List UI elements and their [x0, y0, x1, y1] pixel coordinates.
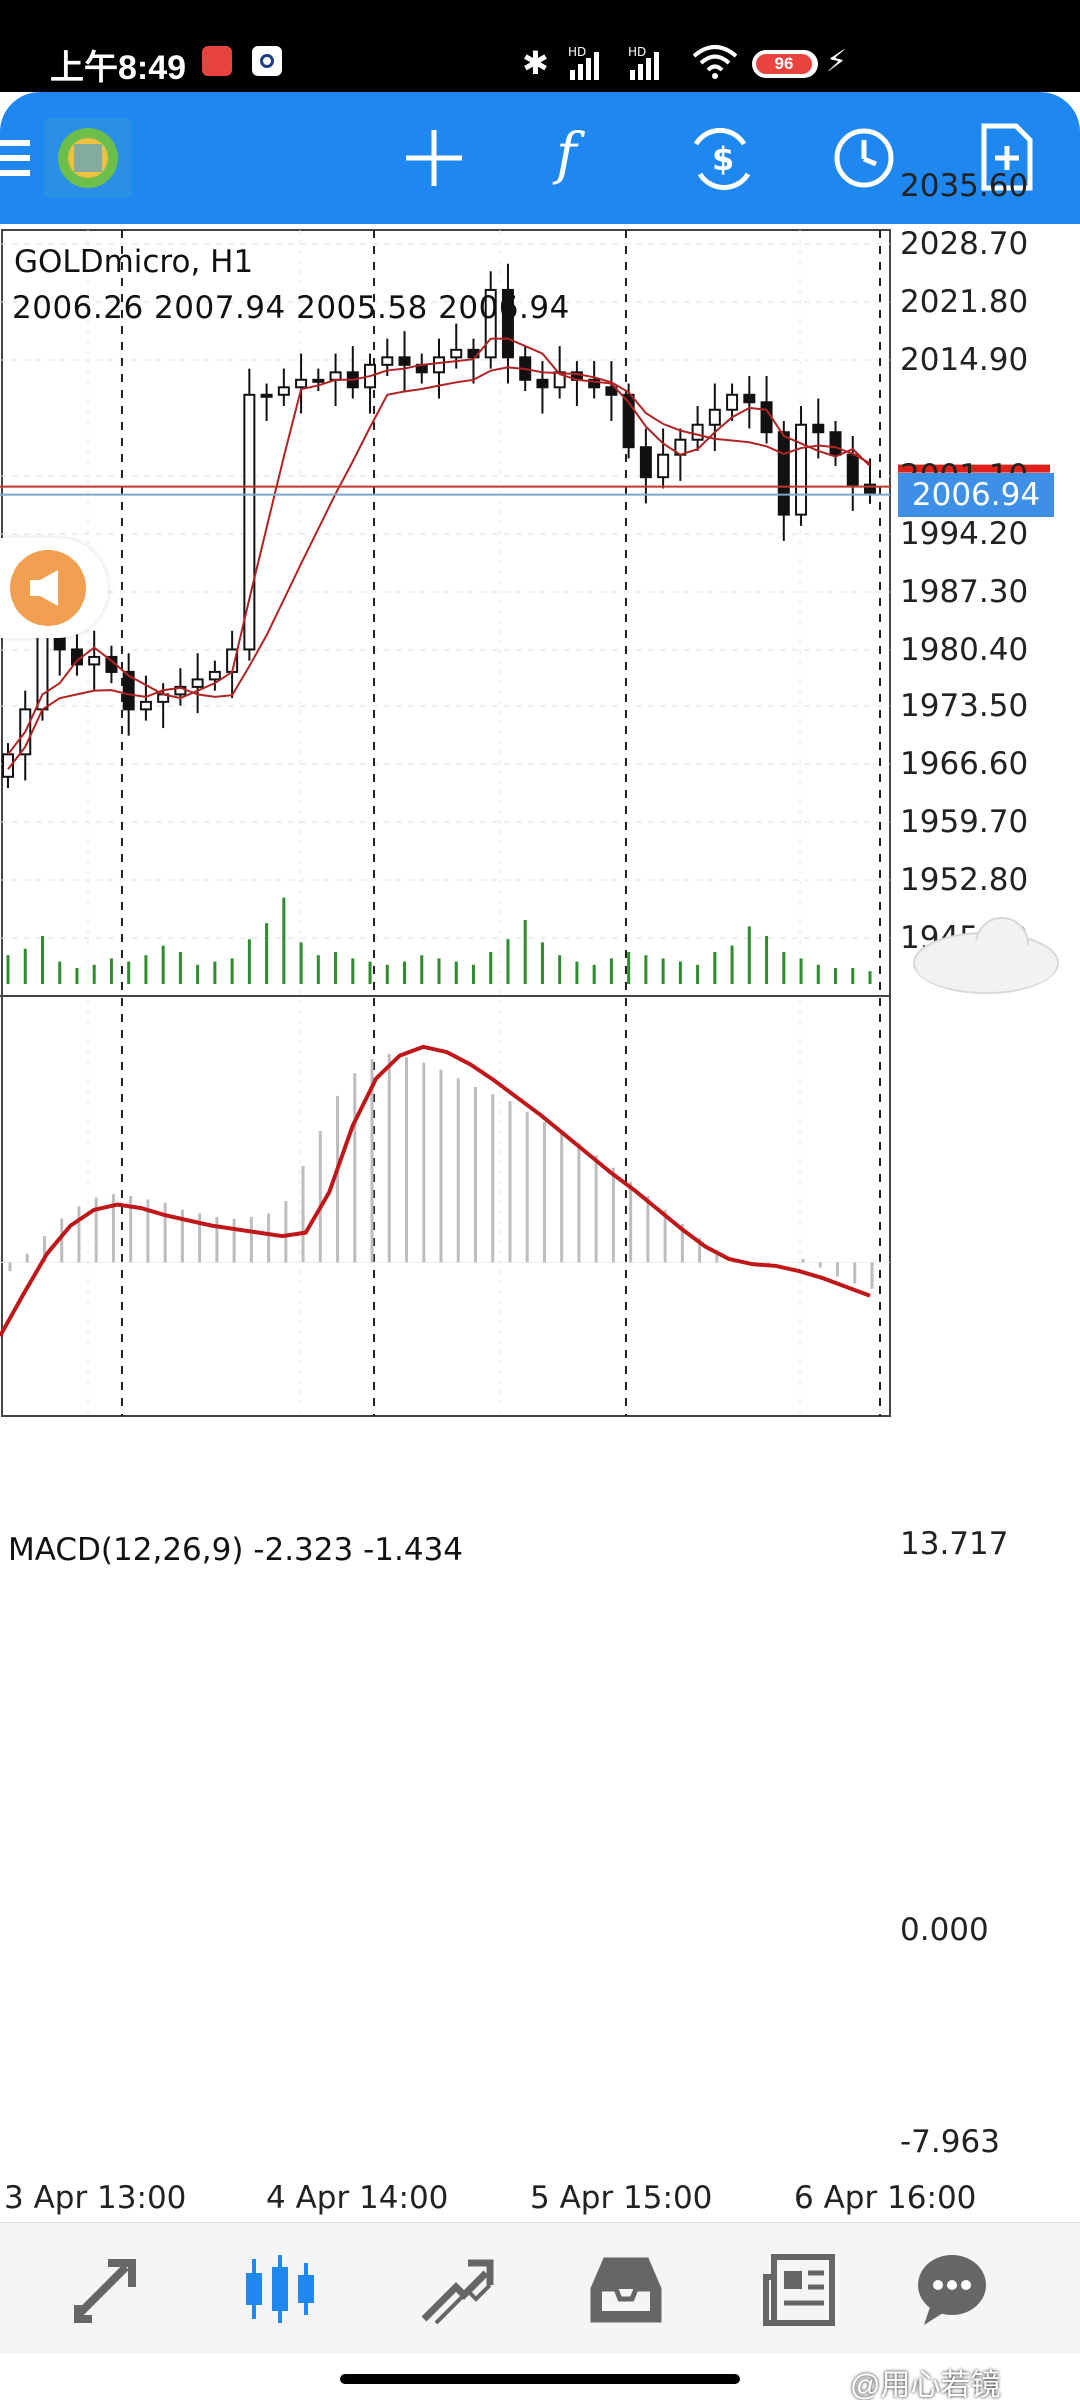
- charging-icon: ⚡: [826, 45, 848, 78]
- bull-candle: [691, 423, 704, 441]
- bear-candle: [760, 401, 773, 434]
- bear-candle: [501, 288, 514, 359]
- app-toolbar: f $: [0, 92, 1080, 224]
- app-notification-icon: [252, 46, 282, 76]
- megaphone-icon: [10, 550, 86, 626]
- app-logo: [44, 118, 132, 198]
- wifi-icon: [692, 45, 738, 79]
- bull-candle: [450, 348, 463, 359]
- price-axis-label: 1973.50: [900, 688, 1029, 724]
- quotes-icon[interactable]: [70, 2249, 150, 2329]
- ma-fast-line: [7, 337, 871, 755]
- svg-text:HD: HD: [628, 45, 646, 59]
- bull-candle: [726, 393, 739, 411]
- bear-candle: [812, 423, 825, 434]
- bear-candle: [829, 431, 842, 456]
- macd-axis-label: -7.963: [900, 2124, 1000, 2160]
- price-axis-label: 2035.60: [900, 168, 1029, 204]
- macd-axis-label: 13.717: [900, 1526, 1009, 1562]
- bull-candle: [708, 408, 721, 426]
- crosshair-icon[interactable]: [402, 126, 466, 190]
- macd-axis-label: 0.000: [900, 1912, 989, 1948]
- bear-candle: [864, 483, 876, 494]
- status-bar: 上午8:49 ✱ HD HD 96 ⚡: [0, 0, 1080, 92]
- ask-marker: [898, 464, 1050, 473]
- bear-candle: [588, 378, 601, 389]
- price-chart[interactable]: [0, 224, 1080, 2224]
- chart-symbol-timeframe: GOLDmicro, H1: [14, 244, 254, 280]
- bear-candle: [846, 453, 859, 486]
- bear-candle: [743, 393, 756, 404]
- bull-candle: [260, 393, 273, 398]
- bull-candle: [381, 356, 394, 366]
- chart-ohlc-values: 2006.26 2007.94 2005.58 2006.94: [12, 290, 570, 326]
- trade-icon[interactable]: [416, 2249, 496, 2329]
- bull-candle: [433, 356, 445, 374]
- new-order-icon[interactable]: [976, 122, 1036, 194]
- bull-candle: [484, 288, 497, 359]
- battery-level: 96: [756, 54, 812, 74]
- bull-candle: [329, 371, 342, 381]
- time-axis-label: 5 Apr 15:00: [530, 2180, 713, 2216]
- ma-slow-line: [7, 366, 871, 770]
- bull-candle: [208, 670, 221, 681]
- battery-icon: 96: [752, 50, 818, 78]
- bull-candle: [312, 378, 325, 383]
- time-axis-label: 3 Apr 13:00: [4, 2180, 187, 2216]
- price-axis-label: 1980.40: [900, 632, 1029, 668]
- bear-candle: [777, 431, 790, 516]
- chart-frame: [1, 229, 891, 1417]
- price-axis-label: 1952.80: [900, 862, 1029, 898]
- price-axis-label: 2014.90: [900, 342, 1029, 378]
- price-axis-label: 2028.70: [900, 226, 1029, 262]
- bull-candle: [88, 655, 101, 666]
- macd-signal-line: [0, 1044, 871, 1338]
- bull-candle: [191, 678, 204, 688]
- notification-icon: [202, 46, 232, 76]
- chart-icon[interactable]: [240, 2249, 320, 2329]
- bull-candle: [243, 393, 256, 651]
- news-icon[interactable]: [760, 2249, 840, 2329]
- bear-candle: [398, 356, 411, 366]
- svg-text:$: $: [712, 140, 734, 178]
- macd-indicator-title: MACD(12,26,9) -2.323 -1.434: [8, 1532, 464, 1568]
- price-axis-label: 2021.80: [900, 284, 1029, 320]
- price-axis-label: 1987.30: [900, 574, 1029, 610]
- current-price-label: 2006.94: [898, 472, 1054, 517]
- bear-candle: [622, 393, 635, 449]
- bull-candle: [295, 378, 308, 389]
- bull-candle: [139, 700, 152, 711]
- chat-icon[interactable]: [912, 2249, 992, 2329]
- bear-candle: [536, 378, 549, 389]
- bear-candle: [122, 670, 135, 711]
- price-axis-label: 1959.70: [900, 804, 1029, 840]
- signal-icon: HD HD: [568, 45, 659, 80]
- bluetooth-icon: ✱: [522, 45, 549, 81]
- timeframe-clock-icon[interactable]: [832, 126, 896, 190]
- history-icon[interactable]: [586, 2249, 666, 2329]
- bull-candle: [657, 453, 670, 479]
- floating-cloud-icon[interactable]: [906, 908, 1066, 998]
- watermark-text: @用心若镜: [850, 2369, 1001, 2400]
- time-axis-label: 6 Apr 16:00: [794, 2180, 977, 2216]
- status-time: 上午8:49: [50, 49, 187, 87]
- bear-candle: [639, 446, 652, 479]
- bull-candle: [277, 386, 290, 396]
- indicators-icon[interactable]: f: [556, 122, 577, 187]
- bear-candle: [605, 386, 618, 396]
- alert-button[interactable]: [0, 538, 108, 638]
- home-indicator[interactable]: [340, 2374, 740, 2384]
- price-axis-label: 1994.20: [900, 516, 1029, 552]
- price-axis-label: 1966.60: [900, 746, 1029, 782]
- bull-candle: [795, 423, 808, 516]
- bottom-navigation: [0, 2222, 1080, 2354]
- symbols-icon[interactable]: $: [686, 124, 758, 194]
- time-axis-label: 4 Apr 14:00: [266, 2180, 449, 2216]
- svg-text:HD: HD: [568, 45, 586, 59]
- menu-icon[interactable]: [0, 140, 30, 176]
